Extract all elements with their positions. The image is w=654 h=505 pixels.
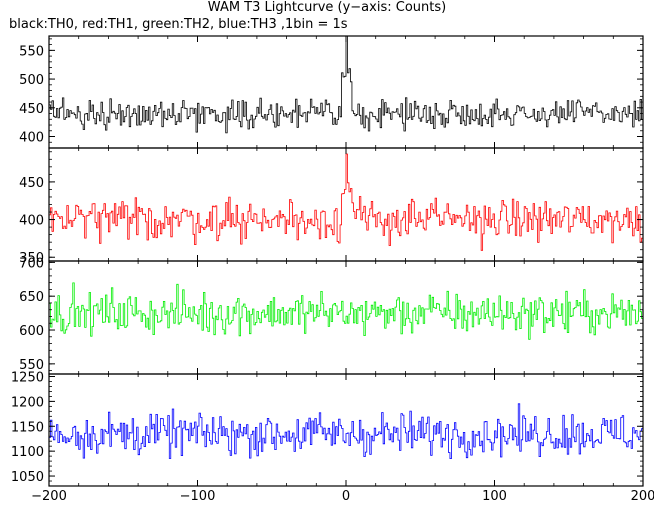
chart-title: WAM T3 Lightcurve (y−axis: Counts) [207,0,447,15]
y-tick-label: 650 [19,290,44,305]
x-tick-label: 100 [482,489,507,504]
y-tick-label: 1100 [11,445,44,460]
y-tick-label: 400 [19,131,44,146]
y-tick-label: 1050 [11,470,44,485]
panel-frame-th3 [48,373,644,487]
y-tick-label: 1150 [11,420,44,435]
y-tick-label: 700 [19,256,44,271]
x-tick-label: 0 [342,489,350,504]
series-line-th3 [49,403,643,459]
y-tick-label: 350 [19,251,44,266]
y-tick-label: 1250 [11,370,44,385]
y-tick-label: 550 [19,358,44,373]
x-tick-label: −100 [180,489,216,504]
y-tick-label: 400 [19,214,44,229]
x-tick-label: 200 [631,489,654,504]
series-line-th0 [49,36,643,134]
y-tick-label: 550 [19,44,44,59]
y-tick-label: 500 [19,73,44,88]
x-tick-label: −200 [31,489,67,504]
chart-subtitle: black:TH0, red:TH1, green:TH2, blue:TH3 … [9,17,348,32]
y-tick-label: 1200 [11,395,44,410]
series-line-th2 [49,282,643,340]
y-tick-label: 600 [19,324,44,339]
y-tick-label: 450 [19,102,44,117]
series-line-th1 [49,153,643,251]
y-tick-label: 450 [19,176,44,191]
